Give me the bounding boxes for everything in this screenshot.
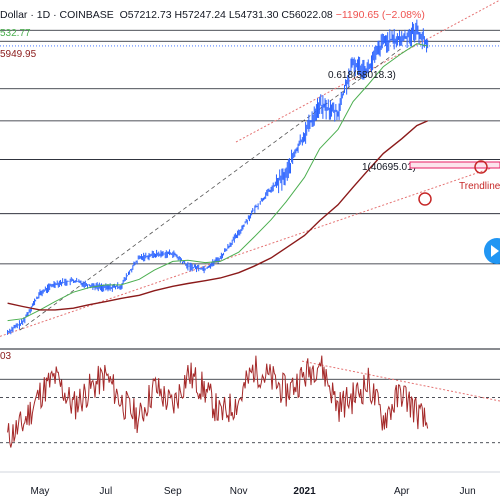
open-value: O57212.73: [119, 9, 172, 21]
symbol-header: Dollar · 1D · COINBASE O57212.73 H57247.…: [0, 9, 425, 21]
fib-1-highlight: [409, 161, 500, 169]
high-value: H57247.24: [174, 9, 226, 21]
play-icon[interactable]: [484, 238, 500, 264]
fib-618-label: 0.618(58018.3): [328, 70, 396, 81]
ma-slow-value: 5949.95: [0, 49, 37, 60]
low-value: L54731.30: [228, 9, 279, 21]
x-tick-label: Sep: [164, 486, 182, 497]
x-tick-label: Jul: [99, 486, 112, 497]
horizontal-levels: [0, 29, 500, 265]
lower-trendline: [0, 164, 500, 337]
price-bars: [7, 19, 429, 335]
x-tick-label: Jun: [460, 486, 476, 497]
close-value: C56022.08: [281, 9, 333, 21]
symbol-title: Dollar · 1D · COINBASE: [0, 9, 114, 21]
trendline-label: Trendline: [459, 181, 500, 192]
x-tick-label: Apr: [394, 486, 410, 497]
ma-slow-line: [7, 120, 428, 311]
ma-fast-line: [7, 43, 428, 322]
marker-circle-upper[interactable]: [474, 160, 488, 174]
fib-connector-line: [19, 47, 403, 331]
rsi-line: [7, 355, 429, 448]
change-value: −1190.65 (−2.08%): [335, 9, 425, 21]
fib-1-label: 1(40695.01): [362, 162, 416, 173]
ma-fast-value: 532.77: [0, 28, 31, 39]
rsi-value: 03: [0, 351, 12, 362]
rsi-trendline: [301, 360, 500, 402]
x-tick-label: May: [31, 486, 50, 497]
x-axis-ticks: May Jul Sep Nov 2021 Apr Jun: [31, 486, 476, 497]
x-tick-label: 2021: [293, 486, 316, 497]
x-tick-label: Nov: [230, 486, 248, 497]
marker-circle-lower[interactable]: [418, 192, 432, 206]
rsi-panel: [0, 355, 500, 448]
moving-averages: [7, 43, 428, 322]
